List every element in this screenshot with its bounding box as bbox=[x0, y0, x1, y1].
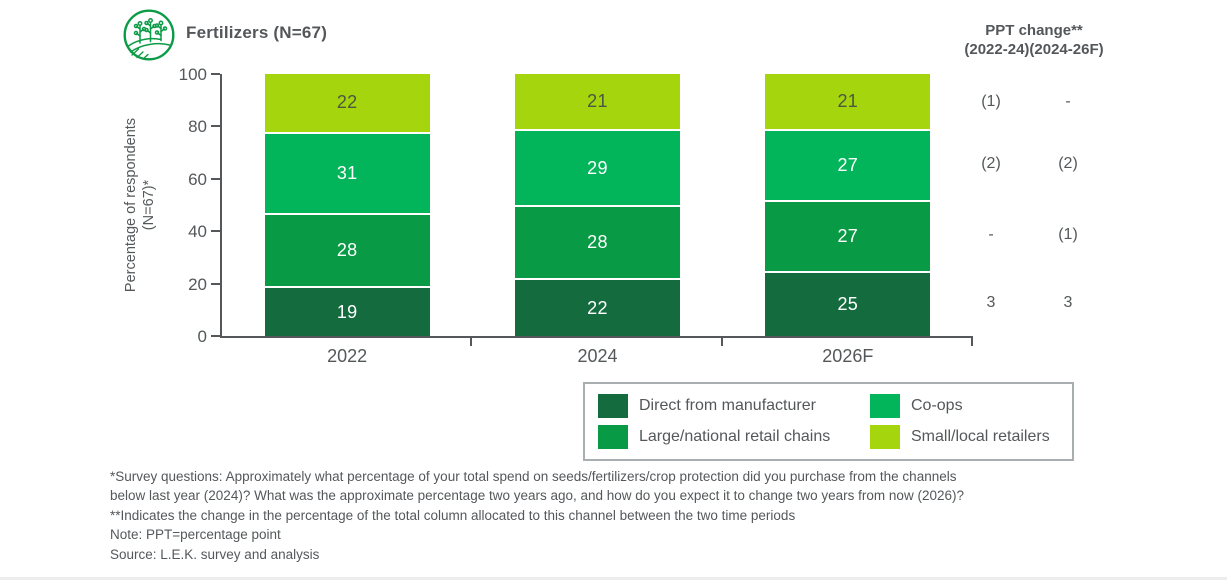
ppt-change-header-line1: PPT change** bbox=[985, 22, 1083, 39]
y-tick-label: 40 bbox=[188, 222, 207, 242]
ppt-change-value: - bbox=[988, 226, 994, 244]
segment-value-label: 27 bbox=[837, 154, 859, 175]
bar-segment-small-local-retailers: 22 bbox=[264, 74, 430, 132]
ppt-change-value: - bbox=[1065, 92, 1071, 110]
bar-segment-co-ops: 29 bbox=[514, 129, 680, 206]
legend-label: Small/local retailers bbox=[911, 428, 1050, 445]
bar-segment-large-national-retail-chains: 28 bbox=[264, 212, 430, 287]
segment-value-label: 22 bbox=[336, 92, 358, 113]
ppt-change-value: (1) bbox=[981, 92, 1001, 110]
x-category-label: 2026F bbox=[822, 346, 874, 366]
stacked-bar-2022: 19 28 31 22 bbox=[264, 74, 430, 336]
y-axis-title-line1: Percentage of respondents bbox=[123, 117, 139, 293]
stacked-bar-2026F: 25 27 27 21 bbox=[765, 74, 931, 336]
y-axis-title-line2: (N=67)* bbox=[141, 179, 157, 231]
legend-item: Direct from manufacturer bbox=[598, 394, 870, 418]
footnote-line: below last year (2024)? What was the app… bbox=[110, 488, 964, 504]
y-tick-label: 80 bbox=[188, 117, 207, 137]
ppt-change-value: 3 bbox=[1063, 294, 1073, 312]
plot-area: 19 28 31 22 22 28 29 21 25 27 27 21 bbox=[222, 74, 973, 336]
segment-value-label: 22 bbox=[587, 297, 608, 318]
x-tick-mark bbox=[720, 338, 723, 346]
page-title: Fertilizers (N=67) bbox=[186, 23, 328, 42]
x-tick-mark bbox=[971, 338, 973, 346]
y-tick-mark bbox=[211, 177, 220, 180]
segment-value-label: 28 bbox=[587, 232, 608, 253]
bar-column: 19 28 31 22 bbox=[222, 74, 472, 336]
bar-column: 25 27 27 21 bbox=[723, 74, 973, 336]
bar-segment-co-ops: 31 bbox=[264, 131, 430, 213]
x-category-label: 2024 bbox=[577, 346, 618, 366]
segment-value-label: 19 bbox=[336, 301, 358, 322]
segment-value-label: 21 bbox=[837, 91, 859, 112]
ppt-change-value: 3 bbox=[986, 294, 996, 312]
footnote-line: *Survey questions: Approximately what pe… bbox=[110, 469, 957, 484]
bar-segment-direct-from-manufacturer: 22 bbox=[514, 278, 680, 336]
legend-swatch bbox=[598, 425, 628, 449]
ppt-change-value: (2) bbox=[981, 155, 1001, 173]
segment-value-label: 27 bbox=[837, 225, 859, 246]
footnotes: *Survey questions: Approximately what pe… bbox=[110, 467, 1160, 564]
bar-segment-large-national-retail-chains: 28 bbox=[514, 205, 680, 279]
footnote-line: Source: L.E.K. survey and analysis bbox=[110, 546, 320, 562]
y-tick-label: 100 bbox=[178, 65, 207, 84]
legend-label: Direct from manufacturer bbox=[639, 397, 816, 414]
legend-label: Co-ops bbox=[911, 397, 963, 414]
bar-segment-co-ops: 27 bbox=[765, 129, 931, 200]
ppt-change-value: (1) bbox=[1058, 226, 1078, 244]
legend-label: Large/national retail chains bbox=[639, 428, 831, 445]
y-tick-label: 60 bbox=[188, 169, 207, 189]
y-tick-mark bbox=[211, 335, 220, 337]
y-tick-mark bbox=[211, 73, 220, 75]
segment-value-label: 29 bbox=[587, 157, 608, 178]
bar-segment-direct-from-manufacturer: 19 bbox=[264, 286, 430, 336]
ppt-change-value: (2) bbox=[1058, 155, 1078, 173]
x-category-label: 2022 bbox=[327, 346, 368, 366]
y-tick-label: 20 bbox=[188, 274, 207, 294]
legend-swatch bbox=[598, 394, 628, 418]
x-axis bbox=[220, 336, 973, 338]
y-tick-mark bbox=[211, 282, 220, 285]
segment-value-label: 21 bbox=[587, 91, 608, 112]
footnote-line: Note: PPT=percentage point bbox=[110, 527, 281, 543]
segment-value-label: 31 bbox=[336, 162, 358, 183]
footnote-line: **Indicates the change in the percentage… bbox=[110, 507, 796, 523]
bar-segment-small-local-retailers: 21 bbox=[514, 74, 680, 130]
legend-swatch bbox=[870, 394, 900, 418]
legend-item: Co-ops bbox=[870, 394, 1059, 418]
y-tick-mark bbox=[211, 125, 220, 128]
y-tick-label: 0 bbox=[197, 327, 207, 346]
y-axis bbox=[220, 74, 222, 338]
ppt-change-header-line2: (2022-24)(2024-26F) bbox=[964, 41, 1104, 58]
bar-segment-small-local-retailers: 21 bbox=[765, 74, 931, 130]
legend-item: Large/national retail chains bbox=[598, 425, 870, 449]
segment-value-label: 28 bbox=[336, 240, 358, 261]
segment-value-label: 25 bbox=[837, 293, 859, 314]
legend-swatch bbox=[870, 425, 900, 449]
y-axis-title: Percentage of respondents (N=67)* bbox=[122, 55, 158, 355]
ppt-change-header: PPT change** (2022-24)(2024-26F) bbox=[926, 21, 1142, 59]
bar-segment-large-national-retail-chains: 27 bbox=[765, 199, 931, 271]
stacked-bar-2024: 22 28 29 21 bbox=[514, 74, 680, 336]
crops-field-icon bbox=[123, 9, 175, 61]
bar-column: 22 28 29 21 bbox=[472, 74, 722, 336]
x-tick-mark bbox=[470, 338, 473, 346]
legend: Direct from manufacturer Co-ops Large/nati… bbox=[583, 382, 1074, 461]
bar-segment-direct-from-manufacturer: 25 bbox=[765, 270, 931, 336]
y-tick-mark bbox=[211, 230, 220, 233]
legend-item: Small/local retailers bbox=[870, 425, 1059, 449]
